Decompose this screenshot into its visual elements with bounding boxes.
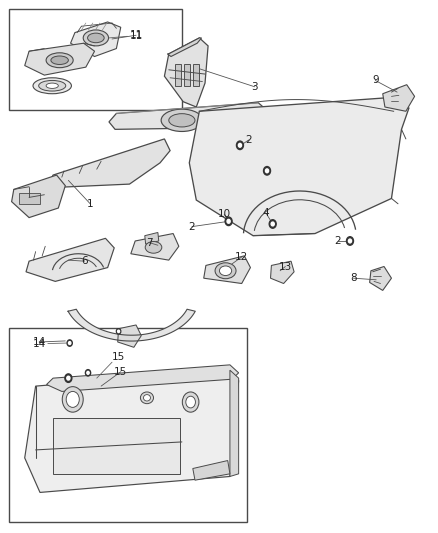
Text: 8: 8 bbox=[350, 273, 357, 283]
Polygon shape bbox=[193, 461, 230, 480]
Circle shape bbox=[269, 220, 276, 228]
Polygon shape bbox=[204, 256, 251, 284]
Polygon shape bbox=[118, 325, 141, 348]
Ellipse shape bbox=[83, 30, 109, 46]
Circle shape bbox=[85, 369, 91, 376]
Circle shape bbox=[271, 222, 274, 226]
Ellipse shape bbox=[141, 392, 153, 403]
Circle shape bbox=[117, 330, 120, 333]
Ellipse shape bbox=[182, 392, 199, 412]
Ellipse shape bbox=[169, 114, 195, 127]
Circle shape bbox=[67, 376, 70, 380]
Ellipse shape bbox=[39, 80, 66, 91]
Polygon shape bbox=[230, 370, 239, 477]
Circle shape bbox=[265, 169, 268, 173]
Ellipse shape bbox=[62, 386, 83, 412]
Text: 15: 15 bbox=[114, 367, 127, 377]
Text: 2: 2 bbox=[245, 135, 252, 145]
Circle shape bbox=[87, 372, 89, 374]
Polygon shape bbox=[68, 309, 195, 341]
Circle shape bbox=[225, 217, 232, 225]
Polygon shape bbox=[164, 38, 208, 107]
Text: 10: 10 bbox=[218, 209, 231, 220]
Polygon shape bbox=[145, 232, 159, 244]
Polygon shape bbox=[167, 38, 201, 56]
Bar bbox=[10, 9, 182, 110]
Circle shape bbox=[264, 166, 271, 175]
Text: 11: 11 bbox=[129, 30, 143, 41]
Circle shape bbox=[237, 141, 244, 150]
Ellipse shape bbox=[33, 78, 71, 94]
Polygon shape bbox=[25, 370, 239, 492]
Text: 14: 14 bbox=[32, 337, 46, 347]
Ellipse shape bbox=[46, 83, 58, 88]
Polygon shape bbox=[189, 98, 409, 236]
Bar bbox=[19, 193, 40, 204]
Bar bbox=[175, 64, 181, 86]
Ellipse shape bbox=[46, 53, 73, 68]
Bar bbox=[184, 64, 190, 86]
Ellipse shape bbox=[145, 241, 162, 253]
Ellipse shape bbox=[161, 109, 203, 132]
Polygon shape bbox=[71, 22, 121, 56]
Text: 13: 13 bbox=[279, 262, 292, 271]
Bar bbox=[10, 328, 247, 522]
Text: 12: 12 bbox=[235, 252, 248, 262]
Circle shape bbox=[117, 329, 121, 334]
Bar bbox=[193, 64, 199, 86]
Circle shape bbox=[67, 340, 72, 346]
Polygon shape bbox=[46, 139, 170, 188]
Circle shape bbox=[238, 143, 241, 147]
Text: 15: 15 bbox=[112, 352, 125, 362]
Ellipse shape bbox=[215, 263, 236, 279]
Text: 2: 2 bbox=[189, 222, 195, 232]
Text: 7: 7 bbox=[146, 238, 152, 247]
Text: 4: 4 bbox=[263, 208, 269, 219]
Circle shape bbox=[346, 237, 353, 245]
Circle shape bbox=[227, 220, 230, 223]
Text: 3: 3 bbox=[251, 82, 258, 92]
Text: 1: 1 bbox=[87, 199, 93, 209]
Circle shape bbox=[68, 342, 71, 344]
Polygon shape bbox=[370, 266, 392, 290]
Ellipse shape bbox=[144, 394, 150, 401]
Text: 14: 14 bbox=[32, 338, 46, 349]
Polygon shape bbox=[271, 261, 294, 284]
Circle shape bbox=[348, 239, 352, 243]
Ellipse shape bbox=[51, 56, 68, 64]
Text: 6: 6 bbox=[81, 256, 88, 266]
Polygon shape bbox=[26, 238, 114, 281]
Text: 9: 9 bbox=[372, 76, 378, 85]
Polygon shape bbox=[131, 233, 179, 260]
Polygon shape bbox=[46, 365, 239, 391]
Ellipse shape bbox=[219, 266, 232, 276]
Polygon shape bbox=[109, 103, 269, 130]
Ellipse shape bbox=[66, 391, 79, 407]
Polygon shape bbox=[25, 43, 95, 75]
Polygon shape bbox=[12, 175, 65, 217]
Text: 2: 2 bbox=[335, 236, 341, 246]
Bar bbox=[53, 418, 180, 474]
Text: 11: 11 bbox=[129, 31, 143, 42]
Circle shape bbox=[65, 374, 72, 382]
Ellipse shape bbox=[88, 33, 104, 43]
Polygon shape bbox=[383, 85, 415, 111]
Ellipse shape bbox=[186, 396, 195, 408]
